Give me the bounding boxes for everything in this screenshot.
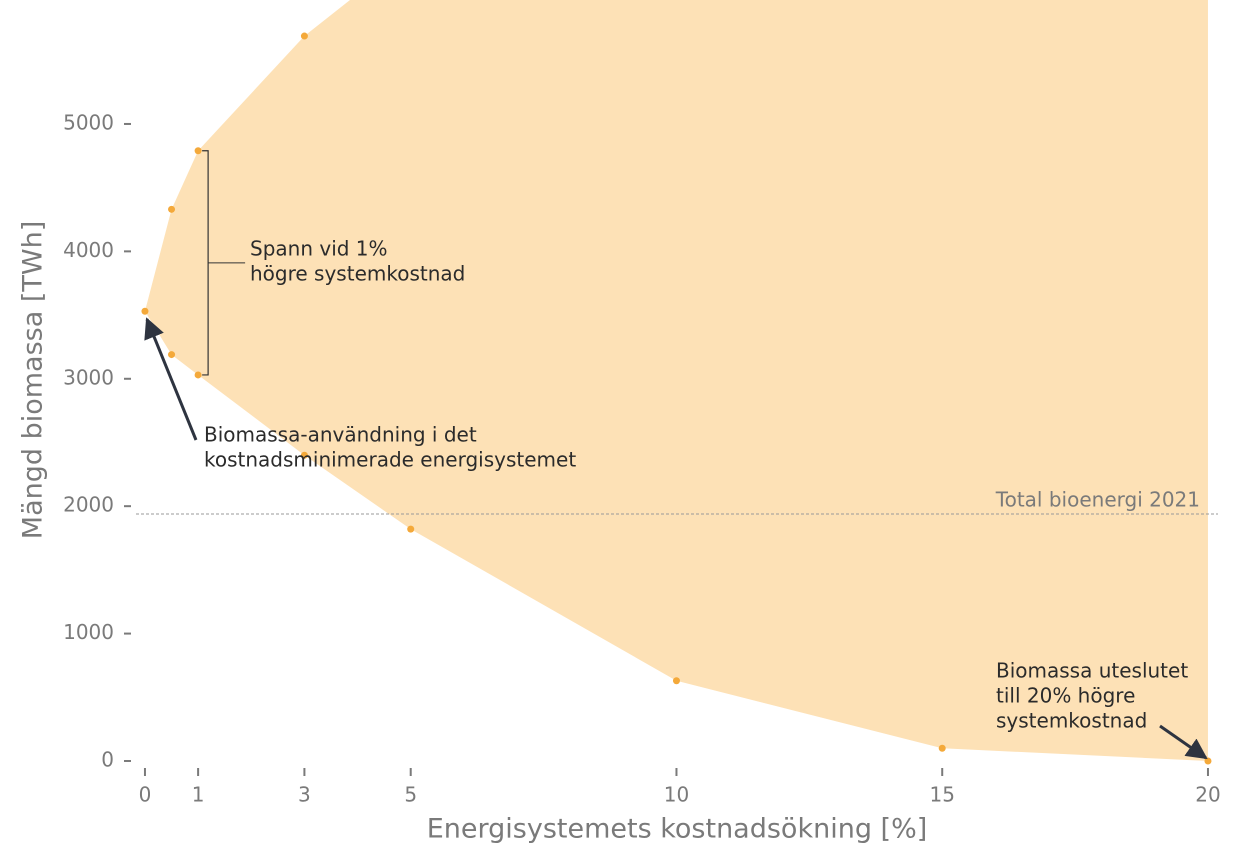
y-tick-label: 4000 xyxy=(63,238,114,262)
annotation-text: Biomassa-användning i det xyxy=(204,423,477,447)
data-point xyxy=(672,677,680,685)
data-point xyxy=(1204,757,1212,765)
annotation-text: Spann vid 1% xyxy=(250,237,388,261)
arrow xyxy=(1159,724,1208,760)
y-tick-label: 0 xyxy=(101,747,114,771)
range-area xyxy=(144,0,1208,761)
x-axis-label: Energisystemets kostnadsökning [%] xyxy=(427,814,928,845)
data-point xyxy=(300,32,308,40)
y-tick-label: 5000 xyxy=(63,110,114,134)
data-point xyxy=(300,451,308,459)
data-point xyxy=(194,371,202,379)
reference-label: Total bioenergi 2021 xyxy=(995,487,1200,511)
y-tick-label: 3000 xyxy=(63,365,114,389)
annotation-text: Biomassa uteslutet xyxy=(996,659,1188,683)
x-tick-label: 5 xyxy=(404,783,417,807)
x-tick-label: 15 xyxy=(929,783,954,807)
x-tick-label: 20 xyxy=(1195,783,1220,807)
x-tick-label: 0 xyxy=(139,783,152,807)
data-point xyxy=(407,525,415,533)
data-point xyxy=(194,147,202,155)
y-tick-label: 1000 xyxy=(63,620,114,644)
data-point xyxy=(168,351,176,359)
annotation-text: till 20% högre xyxy=(996,684,1135,708)
y-axis-label: Mängd biomassa [TWh] xyxy=(18,221,49,539)
annotation-text: högre systemkostnad xyxy=(250,262,465,286)
annotation-text: kostnadsminimerade energisystemet xyxy=(204,448,576,472)
data-point xyxy=(168,205,176,213)
annotation-text: systemkostnad xyxy=(996,709,1147,733)
x-tick-label: 1 xyxy=(192,783,205,807)
arrow xyxy=(144,317,198,441)
x-tick-label: 3 xyxy=(298,783,311,807)
x-tick-label: 10 xyxy=(664,783,689,807)
plot-area xyxy=(141,0,1212,765)
y-tick-label: 2000 xyxy=(63,493,114,517)
data-point xyxy=(938,744,946,752)
data-point xyxy=(141,307,149,315)
